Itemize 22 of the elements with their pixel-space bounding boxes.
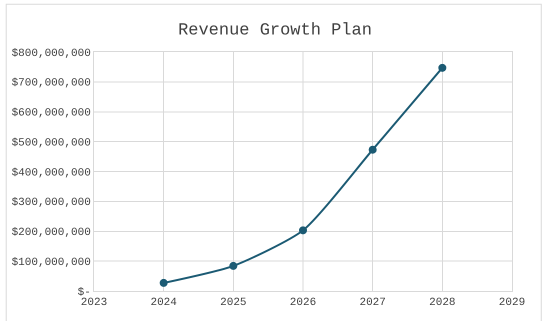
y-tick-label: $300,000,000	[12, 197, 91, 210]
y-tick-label: $-	[78, 286, 91, 299]
y-tick-label: $100,000,000	[12, 256, 91, 269]
x-tick-label: 2024	[150, 297, 178, 310]
point	[438, 64, 446, 72]
x-tick-label: 2028	[429, 297, 456, 310]
point	[160, 278, 168, 287]
y-tick-label: $200,000,000	[12, 227, 91, 240]
point	[229, 262, 238, 270]
point	[299, 226, 307, 234]
y-tick-label: $600,000,000	[12, 108, 91, 120]
point	[368, 146, 377, 154]
y-tick-label: $500,000,000	[12, 137, 91, 150]
chart-title: Revenue Growth Plan	[178, 21, 372, 40]
x-tick-label: 2023	[80, 297, 108, 310]
x-tick-label: 2026	[290, 297, 316, 310]
x-tick-label: 2027	[359, 297, 386, 310]
y-tick-label: $400,000,000	[12, 167, 91, 180]
x-tick-label: 2029	[498, 297, 526, 310]
y-tick-label: $800,000,000	[12, 48, 91, 60]
x-tick-label: 2025	[220, 297, 247, 310]
y-tick-label: $700,000,000	[12, 78, 91, 90]
